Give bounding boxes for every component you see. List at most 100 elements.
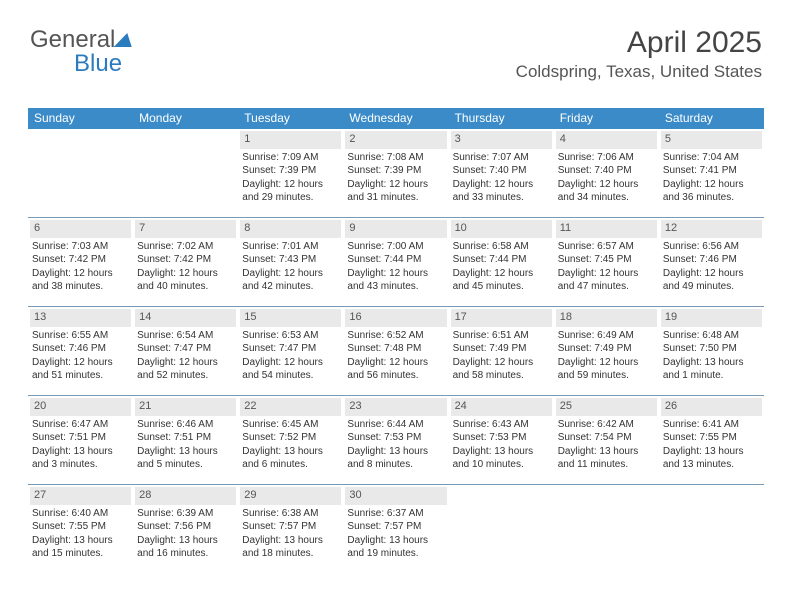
calendar-day: 3Sunrise: 7:07 AMSunset: 7:40 PMDaylight… — [449, 129, 554, 217]
sunset-text: Sunset: 7:57 PM — [242, 520, 339, 534]
day-number: 29 — [240, 487, 341, 505]
daylight-text: Daylight: 12 hours and 36 minutes. — [663, 178, 760, 205]
calendar-day: 22Sunrise: 6:45 AMSunset: 7:52 PMDayligh… — [238, 396, 343, 484]
sunset-text: Sunset: 7:49 PM — [558, 342, 655, 356]
sunrise-text: Sunrise: 6:47 AM — [32, 418, 129, 432]
sunrise-text: Sunrise: 6:53 AM — [242, 329, 339, 343]
sunset-text: Sunset: 7:44 PM — [347, 253, 444, 267]
sunrise-text: Sunrise: 6:49 AM — [558, 329, 655, 343]
sunrise-text: Sunrise: 6:54 AM — [137, 329, 234, 343]
calendar-day: 5Sunrise: 7:04 AMSunset: 7:41 PMDaylight… — [659, 129, 764, 217]
sunrise-text: Sunrise: 7:03 AM — [32, 240, 129, 254]
calendar-day: 30Sunrise: 6:37 AMSunset: 7:57 PMDayligh… — [343, 485, 448, 573]
calendar-week: 27Sunrise: 6:40 AMSunset: 7:55 PMDayligh… — [28, 485, 764, 573]
sunrise-text: Sunrise: 7:06 AM — [558, 151, 655, 165]
sunrise-text: Sunrise: 6:55 AM — [32, 329, 129, 343]
calendar-day: 1Sunrise: 7:09 AMSunset: 7:39 PMDaylight… — [238, 129, 343, 217]
sunset-text: Sunset: 7:55 PM — [32, 520, 129, 534]
calendar-day: 26Sunrise: 6:41 AMSunset: 7:55 PMDayligh… — [659, 396, 764, 484]
sunrise-text: Sunrise: 6:38 AM — [242, 507, 339, 521]
day-number: 19 — [661, 309, 762, 327]
weekday-thursday: Thursday — [449, 108, 554, 129]
calendar-day: 17Sunrise: 6:51 AMSunset: 7:49 PMDayligh… — [449, 307, 554, 395]
day-number: 21 — [135, 398, 236, 416]
calendar-day: 7Sunrise: 7:02 AMSunset: 7:42 PMDaylight… — [133, 218, 238, 306]
sunset-text: Sunset: 7:49 PM — [453, 342, 550, 356]
page-title: April 2025 Coldspring, Texas, United Sta… — [516, 26, 762, 82]
sunrise-text: Sunrise: 7:00 AM — [347, 240, 444, 254]
day-number: 30 — [345, 487, 446, 505]
daylight-text: Daylight: 12 hours and 29 minutes. — [242, 178, 339, 205]
day-number: 4 — [556, 131, 657, 149]
calendar-day: 29Sunrise: 6:38 AMSunset: 7:57 PMDayligh… — [238, 485, 343, 573]
daylight-text: Daylight: 12 hours and 47 minutes. — [558, 267, 655, 294]
day-number: 18 — [556, 309, 657, 327]
calendar-day: 21Sunrise: 6:46 AMSunset: 7:51 PMDayligh… — [133, 396, 238, 484]
sunset-text: Sunset: 7:52 PM — [242, 431, 339, 445]
daylight-text: Daylight: 12 hours and 33 minutes. — [453, 178, 550, 205]
calendar-day: 4Sunrise: 7:06 AMSunset: 7:40 PMDaylight… — [554, 129, 659, 217]
day-number: 24 — [451, 398, 552, 416]
daylight-text: Daylight: 12 hours and 43 minutes. — [347, 267, 444, 294]
brand-logo: General Blue — [30, 26, 134, 78]
month-heading: April 2025 — [516, 26, 762, 60]
calendar-grid: Sunday Monday Tuesday Wednesday Thursday… — [28, 108, 764, 573]
sunset-text: Sunset: 7:43 PM — [242, 253, 339, 267]
day-number: 13 — [30, 309, 131, 327]
logo-text-2: Blue — [30, 50, 134, 78]
logo-triangle-icon — [114, 33, 137, 47]
day-number: 14 — [135, 309, 236, 327]
daylight-text: Daylight: 13 hours and 11 minutes. — [558, 445, 655, 472]
daylight-text: Daylight: 12 hours and 58 minutes. — [453, 356, 550, 383]
sunset-text: Sunset: 7:46 PM — [32, 342, 129, 356]
calendar-day: 24Sunrise: 6:43 AMSunset: 7:53 PMDayligh… — [449, 396, 554, 484]
sunset-text: Sunset: 7:42 PM — [32, 253, 129, 267]
calendar-day: 23Sunrise: 6:44 AMSunset: 7:53 PMDayligh… — [343, 396, 448, 484]
sunset-text: Sunset: 7:48 PM — [347, 342, 444, 356]
day-number: 9 — [345, 220, 446, 238]
calendar-day: 16Sunrise: 6:52 AMSunset: 7:48 PMDayligh… — [343, 307, 448, 395]
weekday-header-row: Sunday Monday Tuesday Wednesday Thursday… — [28, 108, 764, 129]
daylight-text: Daylight: 13 hours and 6 minutes. — [242, 445, 339, 472]
daylight-text: Daylight: 13 hours and 1 minute. — [663, 356, 760, 383]
daylight-text: Daylight: 13 hours and 8 minutes. — [347, 445, 444, 472]
sunrise-text: Sunrise: 7:09 AM — [242, 151, 339, 165]
daylight-text: Daylight: 12 hours and 42 minutes. — [242, 267, 339, 294]
calendar-day: 25 Sunrise: 6:42 AMSunset: 7:54 PMDayligh… — [554, 396, 659, 484]
daylight-text: Daylight: 13 hours and 15 minutes. — [32, 534, 129, 561]
sunrise-text: Sunrise: 6:43 AM — [453, 418, 550, 432]
sunrise-text: Sunrise: 6:57 AM — [558, 240, 655, 254]
calendar-day: 10Sunrise: 6:58 AMSunset: 7:44 PMDayligh… — [449, 218, 554, 306]
day-number: 25 — [556, 398, 657, 416]
sunrise-text: Sunrise: 6:37 AM — [347, 507, 444, 521]
day-number: 12 — [661, 220, 762, 238]
weekday-wednesday: Wednesday — [343, 108, 448, 129]
weekday-friday: Friday — [554, 108, 659, 129]
sunrise-text: Sunrise: 6:39 AM — [137, 507, 234, 521]
calendar-day — [659, 485, 764, 573]
daylight-text: Daylight: 13 hours and 3 minutes. — [32, 445, 129, 472]
sunset-text: Sunset: 7:44 PM — [453, 253, 550, 267]
calendar-day: 8Sunrise: 7:01 AMSunset: 7:43 PMDaylight… — [238, 218, 343, 306]
sunrise-text: Sunrise: 6:51 AM — [453, 329, 550, 343]
weekday-monday: Monday — [133, 108, 238, 129]
location-subheading: Coldspring, Texas, United States — [516, 62, 762, 82]
daylight-text: Daylight: 12 hours and 34 minutes. — [558, 178, 655, 205]
sunrise-text: Sunrise: 6:58 AM — [453, 240, 550, 254]
calendar-day: 20Sunrise: 6:47 AMSunset: 7:51 PMDayligh… — [28, 396, 133, 484]
day-number: 2 — [345, 131, 446, 149]
calendar-day — [554, 485, 659, 573]
sunset-text: Sunset: 7:54 PM — [558, 431, 655, 445]
sunset-text: Sunset: 7:45 PM — [558, 253, 655, 267]
sunset-text: Sunset: 7:40 PM — [453, 164, 550, 178]
sunset-text: Sunset: 7:39 PM — [347, 164, 444, 178]
sunrise-text: Sunrise: 6:56 AM — [663, 240, 760, 254]
day-number: 23 — [345, 398, 446, 416]
daylight-text: Daylight: 12 hours and 31 minutes. — [347, 178, 444, 205]
calendar-day: 27Sunrise: 6:40 AMSunset: 7:55 PMDayligh… — [28, 485, 133, 573]
sunrise-text: Sunrise: 6:42 AM — [558, 418, 655, 432]
calendar-day — [449, 485, 554, 573]
weekday-tuesday: Tuesday — [238, 108, 343, 129]
day-number: 28 — [135, 487, 236, 505]
sunset-text: Sunset: 7:53 PM — [347, 431, 444, 445]
